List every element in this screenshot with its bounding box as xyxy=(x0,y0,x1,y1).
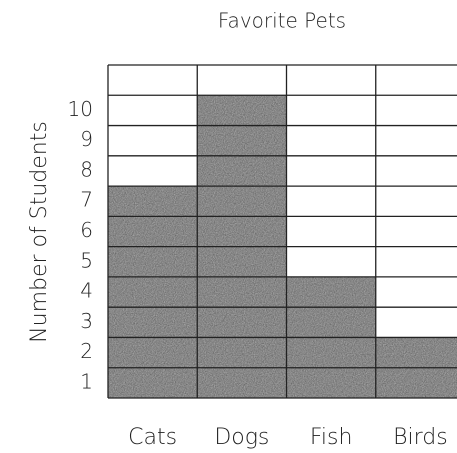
y-tick-label: 10 xyxy=(68,97,93,121)
bar xyxy=(108,186,198,398)
y-tick-label: 5 xyxy=(80,248,93,272)
y-tick-label: 6 xyxy=(80,218,93,242)
y-tick-label: 4 xyxy=(80,279,93,303)
y-tick-label: 8 xyxy=(80,157,93,181)
y-axis-label: Number of Students xyxy=(27,121,52,343)
x-tick-label: Dogs xyxy=(214,425,269,450)
y-tick-label: 7 xyxy=(80,188,93,212)
y-tick-label: 1 xyxy=(80,369,93,393)
y-tick-label: 9 xyxy=(80,127,93,151)
y-tick-label: 3 xyxy=(80,309,93,333)
chart-title: Favorite Pets xyxy=(218,9,346,33)
x-tick-label: Fish xyxy=(310,425,353,450)
x-tick-label: Birds xyxy=(393,425,448,450)
y-tick-label: 2 xyxy=(80,339,93,363)
x-tick-label: Cats xyxy=(128,425,177,450)
